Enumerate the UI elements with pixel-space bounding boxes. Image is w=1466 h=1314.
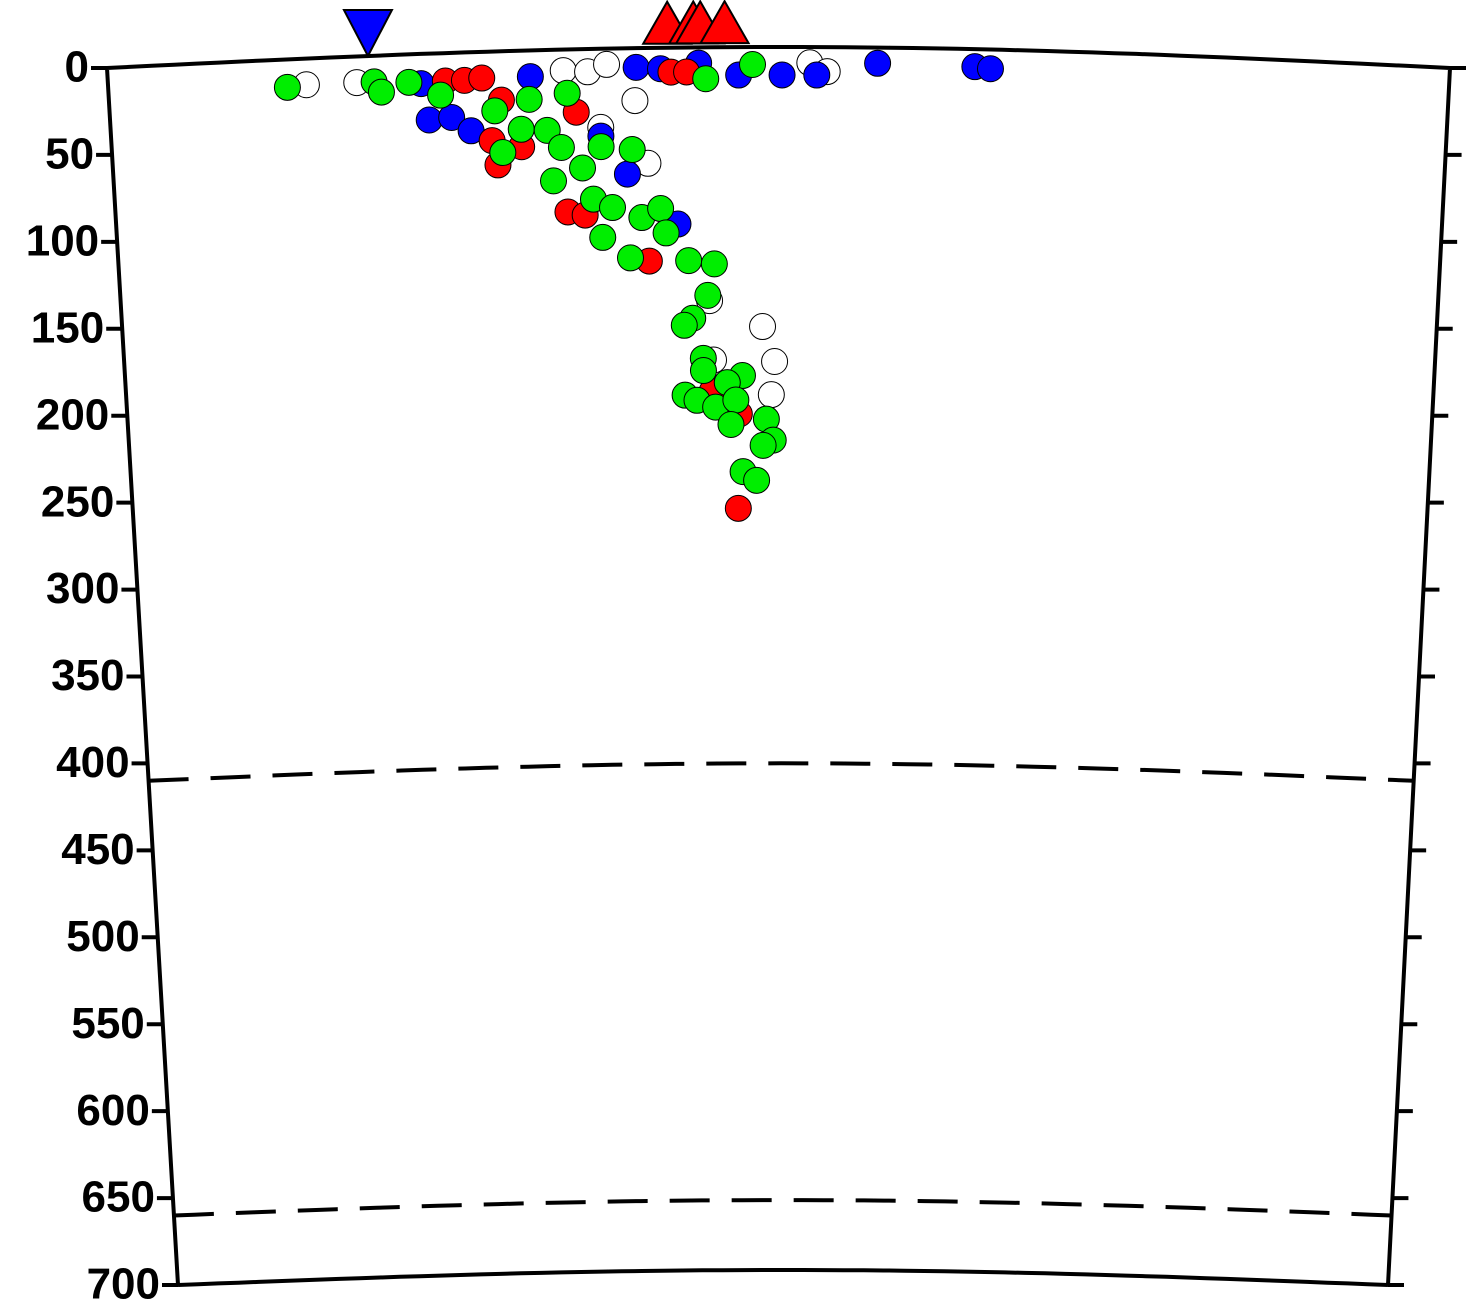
point: [507, 115, 535, 143]
y-tick-label: 550: [71, 999, 144, 1048]
point: [743, 466, 771, 494]
point: [724, 494, 752, 522]
y-tick-label: 500: [66, 912, 139, 961]
point: [613, 160, 641, 188]
point: [749, 431, 777, 459]
point: [976, 55, 1004, 83]
point: [694, 281, 722, 309]
point: [739, 51, 767, 79]
point: [757, 381, 785, 409]
point: [489, 139, 517, 167]
point: [553, 79, 581, 107]
reference-line: [148, 761, 1414, 783]
y-tick-label: 100: [26, 216, 99, 265]
point: [864, 49, 892, 77]
y-tick-label: 300: [46, 564, 119, 613]
point: [569, 154, 597, 182]
point: [273, 73, 301, 101]
point: [803, 61, 831, 89]
point: [481, 97, 509, 125]
point: [547, 133, 575, 161]
y-tick-label: 350: [51, 651, 124, 700]
point: [761, 347, 789, 375]
y-tick-label: 150: [31, 303, 104, 352]
point: [700, 250, 728, 278]
point: [675, 247, 703, 275]
y-tick-label: 650: [82, 1173, 155, 1222]
reference-line: [173, 1198, 1392, 1218]
point: [549, 57, 577, 85]
frame: [105, 45, 1452, 1287]
point: [652, 219, 680, 247]
point: [438, 103, 466, 131]
y-tick-label: 0: [65, 43, 89, 92]
point: [621, 87, 649, 115]
point: [468, 64, 496, 92]
point: [427, 81, 455, 109]
point: [587, 133, 615, 161]
y-tick-label: 700: [87, 1260, 160, 1309]
point: [622, 53, 650, 81]
point: [540, 167, 568, 195]
point: [593, 50, 621, 78]
point: [749, 313, 777, 341]
point: [647, 195, 675, 223]
point: [689, 357, 717, 385]
y-tick-label: 50: [45, 130, 94, 179]
point: [717, 411, 745, 439]
point: [768, 61, 796, 89]
point: [415, 106, 443, 134]
point: [589, 223, 617, 251]
point: [395, 68, 423, 96]
y-tick-label: 450: [61, 825, 134, 874]
surface-marker: [342, 8, 394, 59]
y-tick-label: 400: [56, 738, 129, 787]
point: [692, 65, 720, 93]
y-tick-label: 200: [36, 390, 109, 439]
point: [618, 136, 646, 164]
y-tick-label: 250: [41, 477, 114, 526]
point: [599, 194, 627, 222]
y-tick-label: 600: [76, 1086, 149, 1135]
point: [670, 311, 698, 339]
point: [367, 78, 395, 106]
surface-marker: [698, 0, 751, 45]
point: [616, 244, 644, 272]
point: [515, 85, 543, 113]
point: [516, 63, 544, 91]
point: [722, 386, 750, 414]
